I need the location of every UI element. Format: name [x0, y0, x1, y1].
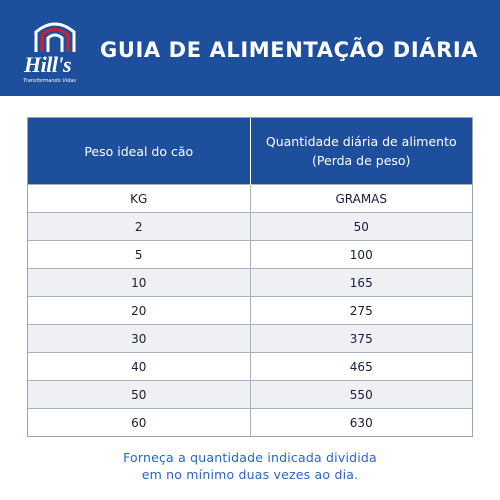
table-header-row: Peso ideal do cão Quantidade diária de a…	[28, 118, 472, 185]
table-row: 20 275	[28, 296, 472, 325]
table-row: 2 50	[28, 212, 472, 241]
table-row: 10 165	[28, 268, 472, 297]
unit-quantity: GRAMAS	[249, 184, 472, 213]
quantity-cell: 50	[249, 212, 472, 241]
feeding-note-line-1: Forneça a quantidade indicada dividida	[123, 450, 377, 465]
table-row: 40 465	[28, 352, 472, 381]
units-row: KG GRAMAS	[28, 184, 472, 213]
header-banner: Hill's Transformando Vidas GUIA DE ALIME…	[0, 0, 500, 96]
brand-logo: Hill's Transformando Vidas	[22, 18, 88, 84]
brand-seal-icon	[34, 22, 76, 52]
weight-cell: 5	[28, 240, 250, 269]
quantity-cell: 165	[249, 268, 472, 297]
page-title: GUIA DE ALIMENTAÇÃO DIÁRIA	[100, 38, 479, 62]
table-row: 50 550	[28, 380, 472, 409]
unit-weight: KG	[28, 184, 250, 213]
weight-cell: 40	[28, 352, 250, 381]
brand-tagline: Transformando Vidas	[23, 78, 77, 84]
weight-cell: 10	[28, 268, 250, 297]
quantity-cell: 550	[249, 380, 472, 409]
weight-cell: 2	[28, 212, 250, 241]
feeding-note: Forneça a quantidade indicada dividida e…	[60, 449, 440, 483]
table-row: 60 630	[28, 408, 472, 436]
weight-cell: 50	[28, 380, 250, 409]
quantity-cell: 465	[249, 352, 472, 381]
table-row: 30 375	[28, 324, 472, 353]
quantity-cell: 630	[249, 408, 472, 436]
weight-cell: 20	[28, 296, 250, 325]
column-header-quantity: Quantidade diária de alimento (Perda de …	[249, 118, 472, 185]
weight-cell: 30	[28, 324, 250, 353]
column-header-weight: Peso ideal do cão	[28, 118, 250, 185]
brand-name: Hill's	[24, 52, 72, 77]
table-row: 5 100	[28, 240, 472, 269]
quantity-cell: 375	[249, 324, 472, 353]
weight-cell: 60	[28, 408, 250, 436]
feeding-note-line-2: em no mínimo duas vezes ao dia.	[141, 467, 359, 482]
quantity-cell: 275	[249, 296, 472, 325]
quantity-cell: 100	[249, 240, 472, 269]
feeding-table: Peso ideal do cão Quantidade diária de a…	[27, 117, 473, 437]
